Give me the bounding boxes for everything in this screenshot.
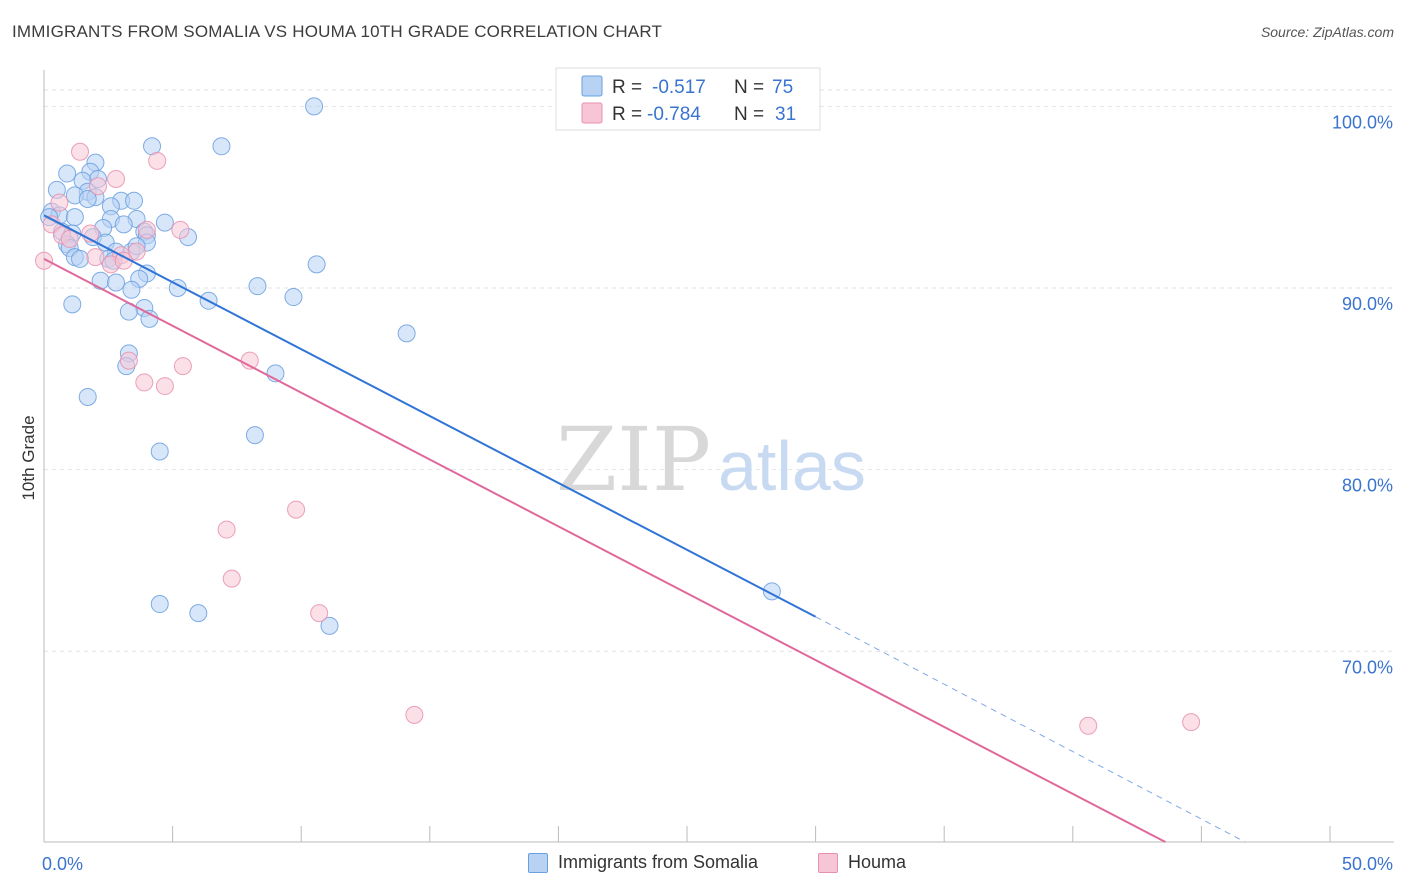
legend-top-swatch-houma	[581, 102, 603, 124]
point-houma	[71, 142, 90, 161]
axes	[43, 70, 1394, 843]
point-somalia	[189, 604, 208, 623]
x-tick-label: 0.0%	[42, 854, 83, 874]
point-somalia	[397, 324, 416, 343]
legend-top-n-value-2: 31	[775, 104, 796, 125]
legend-item-somalia: Immigrants from Somalia	[528, 852, 758, 873]
point-houma	[1079, 716, 1098, 735]
legend-top-r-label-2: R =	[612, 104, 642, 125]
point-somalia	[122, 280, 141, 299]
legend-label-somalia: Immigrants from Somalia	[558, 852, 759, 872]
point-somalia	[320, 616, 339, 635]
point-somalia	[63, 295, 82, 314]
legend-top-r-value-1: -0.517	[652, 77, 706, 98]
legend-top-n-label-1: N =	[734, 77, 764, 98]
point-somalia	[91, 271, 110, 290]
point-somalia	[155, 213, 174, 232]
point-houma	[217, 520, 236, 539]
source-label: Source: ZipAtlas.com	[1260, 24, 1394, 40]
legend-top-n-label-2: N =	[734, 104, 764, 125]
y-tick-label: 80.0%	[1342, 476, 1393, 496]
point-somalia	[150, 595, 169, 614]
point-somalia	[78, 189, 97, 208]
point-somalia	[58, 164, 77, 183]
point-houma	[137, 220, 156, 239]
point-houma	[171, 220, 190, 239]
point-somalia	[307, 255, 326, 274]
chart-title: IMMIGRANTS FROM SOMALIA VS HOUMA 10TH GR…	[12, 22, 663, 41]
point-houma	[50, 193, 69, 212]
legend-bottom: Immigrants from Somalia Houma	[0, 852, 1406, 878]
legend-label-houma: Houma	[848, 852, 907, 872]
point-houma	[60, 229, 79, 248]
trend-lines	[43, 214, 1246, 843]
legend-swatch-somalia	[528, 852, 548, 873]
trend-line-somalia	[43, 214, 817, 618]
point-houma	[35, 251, 53, 270]
trend-line-somalia-dashed	[815, 616, 1246, 843]
point-somalia	[150, 442, 169, 461]
point-houma	[135, 373, 154, 392]
point-houma	[287, 500, 306, 519]
point-houma	[155, 377, 174, 396]
legend-item-houma: Houma	[818, 852, 906, 873]
legend-swatch-houma	[818, 852, 838, 873]
y-tick-labels: 70.0% 80.0% 90.0% 100.0%	[1332, 112, 1393, 677]
point-houma	[107, 169, 126, 188]
point-houma	[86, 248, 105, 267]
point-houma	[222, 569, 241, 588]
x-tick-labels: 0.0% 50.0%	[42, 854, 1393, 874]
point-somalia	[114, 215, 133, 234]
legend-top-swatch-somalia	[581, 75, 603, 97]
point-houma	[310, 604, 329, 623]
point-somalia	[65, 208, 84, 227]
legend-top-r-value-2: -0.784	[647, 104, 701, 125]
point-somalia	[78, 387, 97, 406]
point-houma	[119, 351, 138, 370]
legend-top: R = -0.517 N = 75 R = -0.784 N = 31	[555, 67, 821, 131]
point-houma	[89, 177, 108, 196]
point-somalia	[284, 288, 303, 307]
legend-top-r-label-1: R =	[612, 77, 642, 98]
watermark-zip: ZIP	[556, 408, 711, 511]
point-somalia	[212, 137, 231, 156]
point-houma	[148, 151, 167, 170]
point-somalia	[245, 426, 264, 445]
point-somalia	[305, 97, 324, 116]
point-houma	[173, 357, 192, 376]
legend-top-n-value-1: 75	[772, 77, 793, 98]
y-tick-label: 100.0%	[1332, 112, 1393, 132]
y-axis-label: 10th Grade	[19, 415, 38, 500]
x-tick-label: 50.0%	[1342, 854, 1393, 874]
y-tick-label: 90.0%	[1342, 294, 1393, 314]
watermark: ZIP atlas	[556, 408, 866, 511]
y-tick-label: 70.0%	[1342, 657, 1393, 677]
point-somalia	[71, 249, 90, 268]
trend-line-houma	[43, 258, 1166, 843]
point-somalia	[107, 273, 126, 292]
point-houma	[405, 705, 424, 724]
point-somalia	[125, 191, 144, 210]
watermark-atlas: atlas	[718, 427, 866, 505]
point-somalia	[248, 277, 267, 296]
point-houma	[1182, 713, 1201, 732]
